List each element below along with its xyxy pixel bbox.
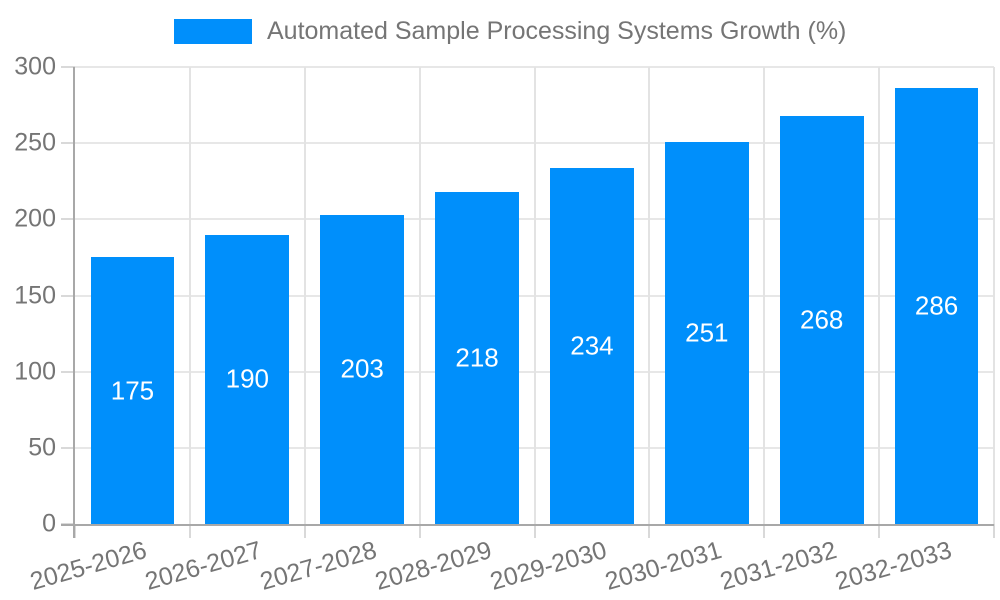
bar[interactable] [779,115,864,524]
x-tick-label: 2029-2030 [487,536,610,596]
bar[interactable] [894,88,979,524]
bar-value-label: 234 [570,330,614,361]
legend[interactable]: Automated Sample Processing Systems Grow… [174,17,846,46]
grid-v-line [648,67,651,524]
y-tick [61,294,75,297]
y-tick-label: 200 [14,204,56,233]
grid-v-line [763,67,766,524]
x-tick [188,524,191,538]
grid-v-line [533,67,536,524]
y-tick [61,370,75,373]
grid-v-line [993,67,995,524]
bar[interactable] [550,167,634,524]
y-tick [61,142,75,145]
x-tick-label: 2030-2031 [601,536,725,596]
bar-value-label: 175 [110,375,155,406]
y-tick-label: 0 [42,509,56,538]
bar-value-label: 268 [799,304,844,335]
bar[interactable] [435,191,519,524]
y-tick [61,446,75,449]
y-tick-label: 50 [28,433,56,462]
bar[interactable] [90,257,175,524]
x-tick-label: 2027-2028 [257,536,380,596]
x-tick [533,524,536,538]
y-tick-label: 300 [14,52,56,81]
y-axis-line [73,67,75,538]
grid-v-line [418,67,421,524]
legend-label: Automated Sample Processing Systems Grow… [267,17,847,45]
x-tick-label: 2032-2033 [831,536,955,596]
bar-value-label: 286 [914,290,959,321]
grid-v-line [303,67,306,524]
bar[interactable] [320,214,405,524]
y-tick [61,66,75,68]
bar-value-label: 251 [685,317,729,348]
x-tick-label: 2028-2029 [372,536,495,596]
x-tick-label: 2026-2027 [142,536,266,596]
x-tick [303,524,306,538]
bar[interactable] [205,234,290,524]
x-tick [418,524,421,538]
x-tick [648,524,651,538]
bar-value-label: 203 [340,353,384,384]
y-tick-label: 250 [14,128,56,157]
bar-value-label: 190 [225,363,270,394]
bar[interactable] [664,141,749,524]
x-tick [993,524,995,538]
x-axis-line [61,524,994,526]
x-tick-label: 2031-2032 [716,536,840,596]
grid-v-line [188,67,191,524]
x-tick [878,524,881,538]
x-tick-label: 2025-2026 [27,536,151,596]
legend-swatch-icon [174,19,252,44]
x-tick [74,524,76,538]
bar-value-label: 218 [455,342,499,373]
x-tick [763,524,766,538]
y-tick-label: 100 [14,357,56,386]
grid-v-line [878,67,881,524]
y-tick [61,218,75,221]
y-tick-label: 150 [14,281,56,309]
